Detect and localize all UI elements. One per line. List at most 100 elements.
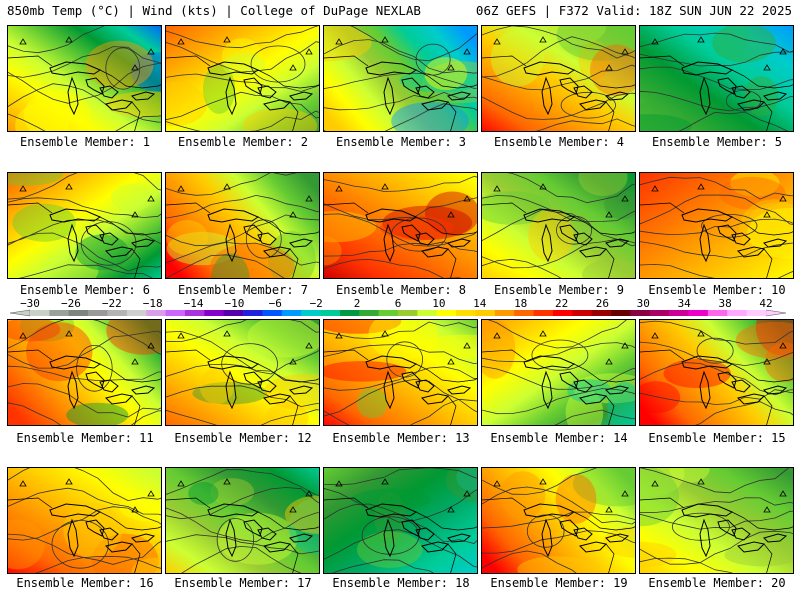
great-lake-outline xyxy=(541,518,553,558)
temperature-blob xyxy=(242,108,318,131)
height-contour xyxy=(640,497,793,513)
wind-marker xyxy=(605,211,613,218)
wind-marker xyxy=(779,48,787,55)
great-lake-outline xyxy=(401,371,421,389)
height-contour xyxy=(324,344,477,365)
wind-marker xyxy=(763,64,771,71)
height-contour xyxy=(8,487,161,516)
border-line xyxy=(731,511,793,531)
colorbar-tick-label: −22 xyxy=(102,297,122,310)
wind-marker xyxy=(65,330,73,337)
height-contour xyxy=(181,545,302,573)
wind-marker xyxy=(493,38,501,45)
wind-marker xyxy=(605,506,613,513)
great-lake-outline xyxy=(243,77,263,95)
colorbar-tick-label: 18 xyxy=(514,297,527,310)
border-line xyxy=(289,395,299,425)
wind-marker xyxy=(381,478,389,485)
great-lake-outline xyxy=(243,519,263,537)
colorbar-tick-label: −2 xyxy=(310,297,323,310)
temperature-field-map xyxy=(324,26,477,131)
colorbar-tick-label: −10 xyxy=(224,297,244,310)
height-contour xyxy=(166,507,319,543)
temperature-blob xyxy=(284,495,319,534)
wind-marker xyxy=(305,342,313,349)
height-contour xyxy=(482,486,635,525)
colorbar-swatch xyxy=(126,310,147,316)
great-lake-outline xyxy=(49,503,102,518)
wind-marker xyxy=(305,48,313,55)
great-lake-outline xyxy=(99,85,119,99)
ensemble-member-label: Ensemble Member: 20 xyxy=(648,576,786,590)
great-lake-outline xyxy=(99,527,119,541)
ensemble-map-panel xyxy=(165,172,320,279)
height-contour xyxy=(105,47,141,90)
wind-marker xyxy=(177,480,185,487)
border-line xyxy=(257,216,319,236)
height-contour xyxy=(324,398,477,425)
great-lake-outline xyxy=(447,238,472,248)
great-lake-outline xyxy=(681,355,734,370)
border-line xyxy=(166,497,211,509)
height-contour xyxy=(8,320,161,355)
great-lake-outline xyxy=(263,541,292,553)
great-lake-outline xyxy=(559,519,579,537)
wind-marker xyxy=(335,332,343,339)
height-contour xyxy=(640,468,793,494)
ensemble-member-label: Ensemble Member: 11 xyxy=(16,431,154,445)
height-contour xyxy=(640,510,793,530)
wind-marker xyxy=(697,183,705,190)
temperature-blob xyxy=(764,342,793,383)
colorbar-swatch xyxy=(107,310,128,316)
height-contour xyxy=(8,62,161,104)
border-line xyxy=(289,101,299,131)
border-line xyxy=(482,497,527,509)
height-contour xyxy=(324,91,477,111)
temperature-field-map xyxy=(8,26,161,131)
height-contour xyxy=(8,113,161,131)
great-lake-outline xyxy=(717,371,737,389)
ensemble-member-label: Ensemble Member: 19 xyxy=(490,576,628,590)
great-lake-outline xyxy=(243,224,263,242)
great-lake-outline xyxy=(573,527,593,541)
height-contour xyxy=(221,343,278,385)
great-lake-outline xyxy=(289,238,314,248)
border-line xyxy=(166,55,211,67)
height-contour xyxy=(166,330,319,375)
temperature-field-map xyxy=(482,26,635,131)
height-contour xyxy=(8,365,161,382)
temperature-shading xyxy=(8,173,161,278)
ensemble-map-panel xyxy=(481,172,636,279)
wind-marker xyxy=(131,506,139,513)
height-contour xyxy=(701,214,758,238)
great-lake-outline xyxy=(49,208,102,223)
border-line xyxy=(166,349,211,361)
great-lake-outline xyxy=(207,208,260,223)
height-contour xyxy=(640,32,793,53)
temperature-blob xyxy=(85,40,154,89)
temperature-blob xyxy=(351,488,431,511)
temperature-blob xyxy=(572,468,635,507)
great-lake-outline xyxy=(105,393,134,405)
wind-marker xyxy=(651,38,659,45)
temperature-shading xyxy=(640,173,793,278)
great-lake-outline xyxy=(415,85,435,99)
wind-marker xyxy=(223,330,231,337)
great-lake-outline xyxy=(207,355,260,370)
temperature-blob xyxy=(368,320,438,360)
great-lake-outline xyxy=(225,223,237,263)
height-contour xyxy=(166,487,319,520)
great-lake-outline xyxy=(579,99,608,111)
great-lake-outline xyxy=(257,85,277,99)
temperature-shading xyxy=(8,26,161,131)
great-lake-outline xyxy=(763,385,788,395)
great-lake-outline xyxy=(263,246,292,258)
colorbar-swatch xyxy=(398,310,418,316)
height-contour xyxy=(640,194,793,225)
colorbar-swatch xyxy=(746,310,767,316)
height-contour xyxy=(640,50,793,67)
height-contour xyxy=(350,26,477,62)
height-contour xyxy=(386,341,423,378)
temperature-blob xyxy=(640,542,677,568)
border-line xyxy=(731,363,793,383)
